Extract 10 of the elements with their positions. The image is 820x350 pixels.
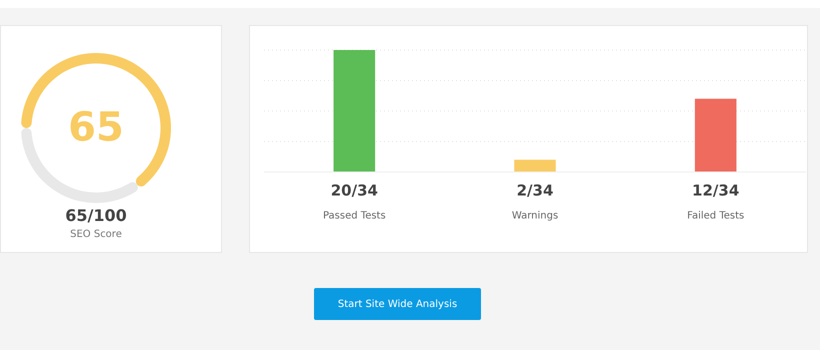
- button: Start Site Wide Analysis: [314, 288, 481, 320]
- x-tick-label: Warnings: [512, 210, 558, 222]
- text: 65/100: [64, 206, 128, 225]
- data-label: 20/34: [330, 181, 378, 200]
- text: SEO Score: [69, 229, 123, 240]
- data-label: 12/34: [692, 181, 740, 200]
- data-label: 2/34: [516, 181, 554, 200]
- data-label: 65: [68, 104, 124, 150]
- x-tick-label: Passed Tests: [322, 210, 386, 222]
- x-tick-label: Failed Tests: [687, 210, 744, 222]
